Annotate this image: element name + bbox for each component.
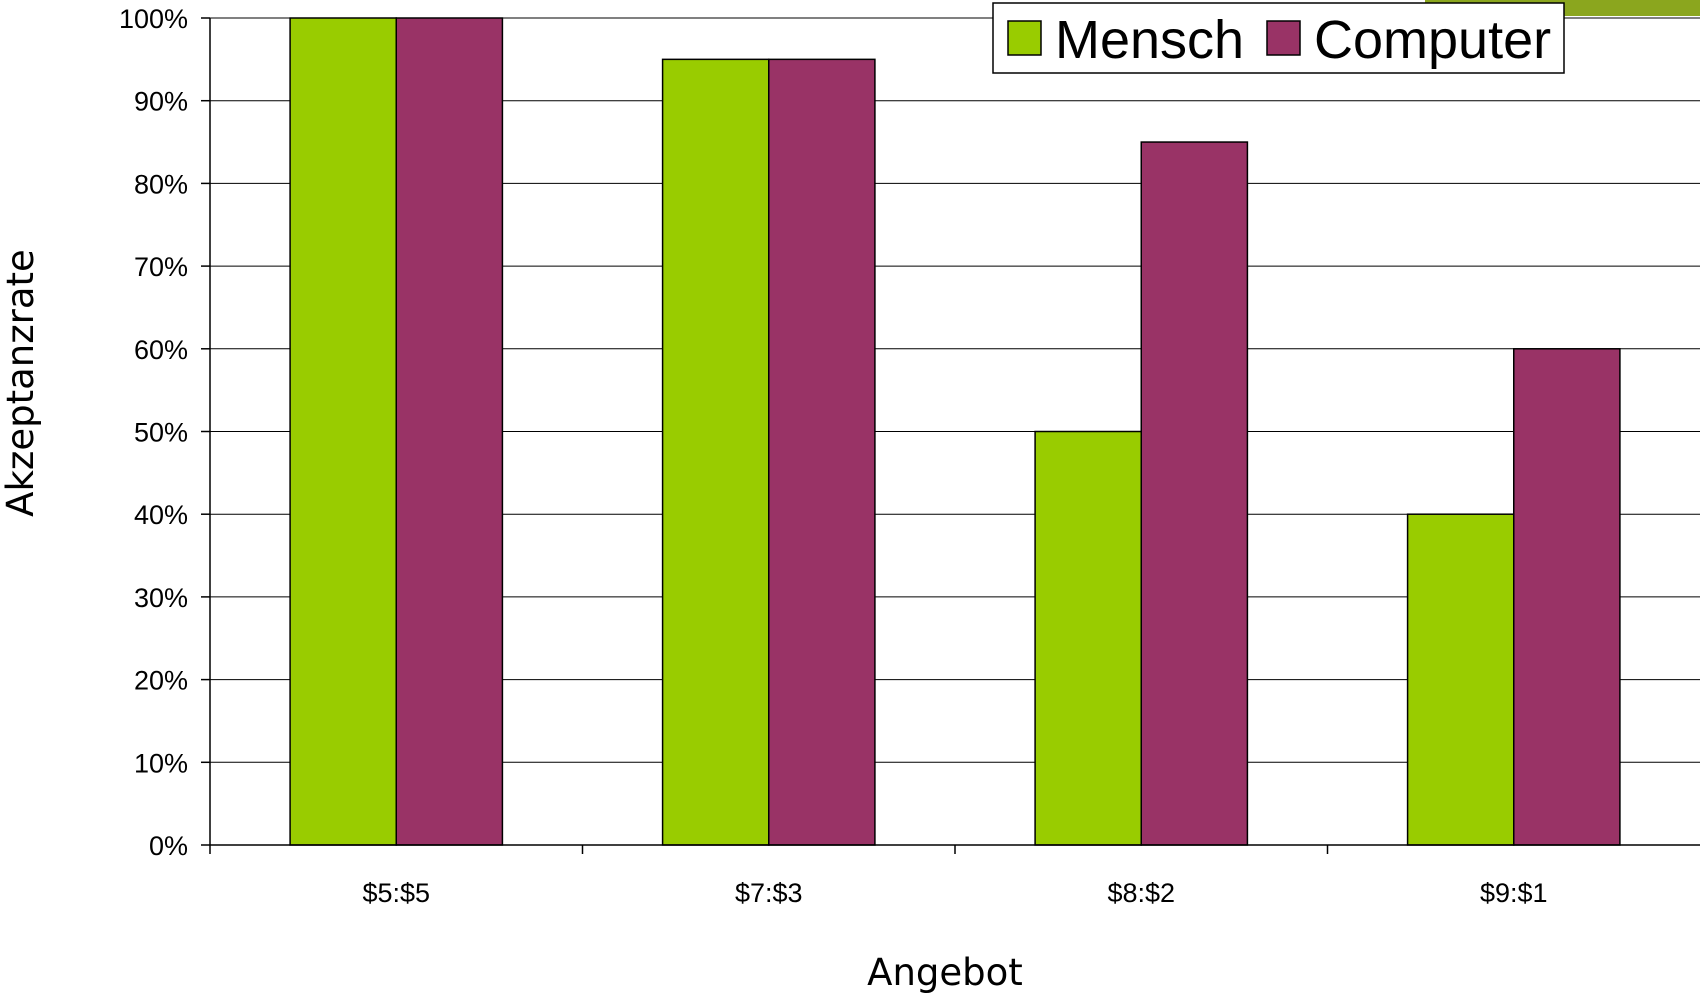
- y-axis-ticks: 0% 10% 20% 30% 40% 50% 60% 70% 80% 90% 100%: [119, 4, 210, 861]
- bar-computer-3: [1140, 141, 1249, 846]
- bar-mensch-2: [661, 58, 770, 846]
- y-axis-title: Akzeptanzrate: [0, 249, 42, 517]
- legend-label-mensch: Mensch: [1055, 10, 1244, 70]
- bar-mensch-4: [1406, 513, 1515, 846]
- bar-computer-1: [395, 17, 504, 846]
- y-tick-label: 30%: [134, 583, 188, 613]
- y-tick-label: 70%: [134, 252, 188, 282]
- y-tick-label: 50%: [134, 418, 188, 448]
- bar-computer-4: [1513, 348, 1621, 846]
- bars: [289, 17, 1621, 846]
- x-tick-label: $9:$1: [1480, 878, 1548, 908]
- y-tick-label: 0%: [149, 831, 188, 861]
- x-tick-label: $5:$5: [362, 878, 430, 908]
- legend-swatch-computer: [1266, 20, 1301, 56]
- x-axis-ticks: $5:$5 $7:$3 $8:$2 $9:$1: [209, 845, 1548, 908]
- bar-mensch-1: [289, 17, 397, 846]
- y-tick-label: 100%: [119, 4, 188, 34]
- x-tick-label: $8:$2: [1107, 878, 1175, 908]
- y-tick-label: 90%: [134, 87, 188, 117]
- y-tick-label: 20%: [134, 666, 188, 696]
- bar-computer-2: [768, 58, 876, 846]
- x-axis-title: Angebot: [867, 951, 1023, 994]
- y-tick-label: 40%: [134, 500, 188, 530]
- legend-label-computer: Computer: [1314, 10, 1551, 70]
- legend: Mensch Computer: [992, 2, 1565, 74]
- y-tick-label: 60%: [134, 335, 188, 365]
- x-tick-label: $7:$3: [735, 878, 803, 908]
- bar-mensch-3: [1034, 430, 1143, 846]
- legend-swatch-mensch: [1007, 20, 1042, 56]
- y-tick-label: 80%: [134, 169, 188, 199]
- y-tick-label: 10%: [134, 748, 188, 778]
